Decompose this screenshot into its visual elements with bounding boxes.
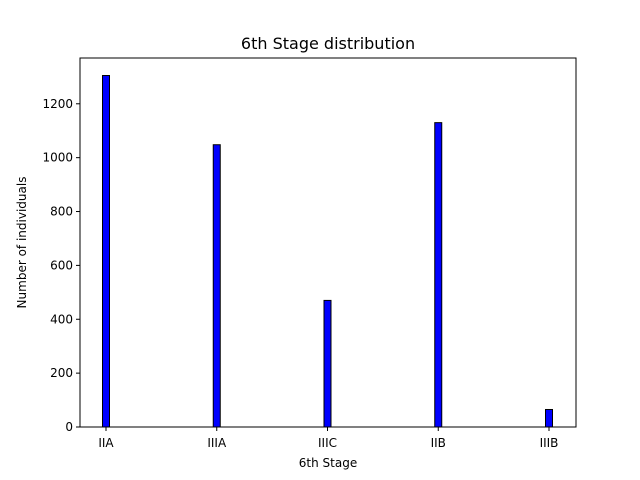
x-tick-label: IIA — [98, 436, 114, 450]
y-tick-label: 800 — [50, 205, 73, 219]
y-tick-label: 200 — [50, 366, 73, 380]
chart-title: 6th Stage distribution — [241, 34, 415, 53]
y-tick-label: 1000 — [42, 151, 73, 165]
x-axis-ticks: IIA IIIA IIIC IIB IIIB — [98, 427, 558, 450]
bar-iiia — [212, 144, 221, 428]
y-axis-label: Number of individuals — [15, 177, 29, 309]
plot-area-frame — [79, 57, 577, 428]
x-tick-label: IIIC — [318, 436, 337, 450]
x-tick-label: IIIB — [540, 436, 559, 450]
y-tick-label: 0 — [65, 420, 73, 434]
y-axis-ticks: 0 200 400 600 800 1000 1200 — [42, 97, 80, 434]
bar-iib — [434, 122, 443, 428]
bar-iiib — [545, 408, 553, 428]
bar-iiic — [323, 299, 332, 428]
y-tick-label: 400 — [50, 312, 73, 326]
y-tick-label: 600 — [50, 258, 73, 272]
x-tick-label: IIIA — [207, 436, 227, 450]
bar-iia — [102, 75, 110, 428]
x-axis-label: 6th Stage — [299, 456, 357, 470]
x-tick-label: IIB — [431, 436, 446, 450]
y-tick-label: 1200 — [42, 97, 73, 111]
